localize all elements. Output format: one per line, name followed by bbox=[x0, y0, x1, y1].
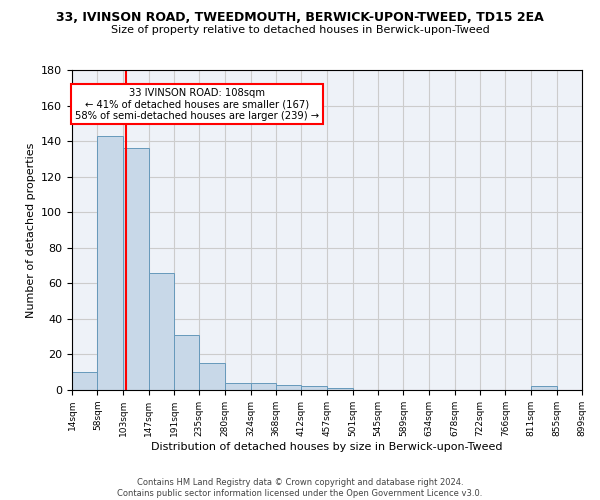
Text: 33 IVINSON ROAD: 108sqm
← 41% of detached houses are smaller (167)
58% of semi-d: 33 IVINSON ROAD: 108sqm ← 41% of detache… bbox=[75, 88, 319, 121]
Bar bbox=[531, 386, 557, 390]
Text: Size of property relative to detached houses in Berwick-upon-Tweed: Size of property relative to detached ho… bbox=[110, 25, 490, 35]
Bar bbox=[199, 364, 225, 390]
Bar bbox=[301, 386, 327, 390]
Bar bbox=[327, 388, 353, 390]
Bar bbox=[174, 335, 199, 390]
Bar bbox=[251, 383, 276, 390]
Bar bbox=[123, 148, 149, 390]
Bar bbox=[276, 384, 301, 390]
Text: 33, IVINSON ROAD, TWEEDMOUTH, BERWICK-UPON-TWEED, TD15 2EA: 33, IVINSON ROAD, TWEEDMOUTH, BERWICK-UP… bbox=[56, 11, 544, 24]
Text: Contains HM Land Registry data © Crown copyright and database right 2024.
Contai: Contains HM Land Registry data © Crown c… bbox=[118, 478, 482, 498]
Bar bbox=[97, 136, 123, 390]
Bar bbox=[72, 372, 97, 390]
Bar bbox=[225, 383, 251, 390]
X-axis label: Distribution of detached houses by size in Berwick-upon-Tweed: Distribution of detached houses by size … bbox=[151, 442, 503, 452]
Bar bbox=[149, 272, 174, 390]
Y-axis label: Number of detached properties: Number of detached properties bbox=[26, 142, 35, 318]
